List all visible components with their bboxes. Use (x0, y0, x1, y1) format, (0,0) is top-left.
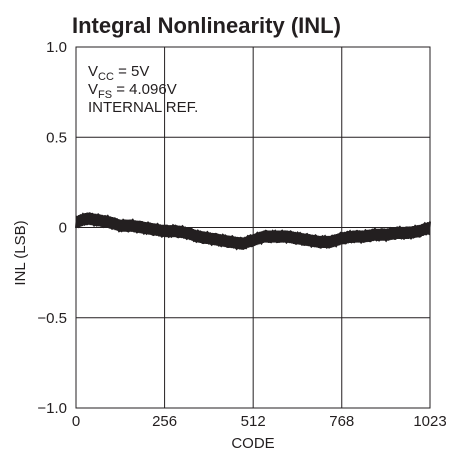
x-axis-label: CODE (231, 435, 274, 452)
x-tick-labels: 0 256 512 768 1023 (72, 413, 447, 430)
y-tick-label: −1.0 (37, 400, 67, 417)
x-tick-label: 256 (152, 413, 177, 430)
condition-annotation: VCC = 5V (88, 63, 149, 83)
x-tick-label: 512 (241, 413, 266, 430)
y-tick-label: 1.0 (46, 39, 67, 56)
data-series (75, 212, 431, 251)
chart-title: Integral Nonlinearity (INL) (72, 13, 341, 38)
x-tick-label: 1023 (413, 413, 446, 430)
y-tick-labels: 1.0 0.5 0 −0.5 −1.0 (37, 39, 67, 417)
condition-annotation: VFS = 4.096V (88, 81, 177, 101)
y-tick-label: 0.5 (46, 129, 67, 146)
y-tick-label: 0 (59, 220, 67, 237)
y-axis-label: INL (LSB) (12, 220, 29, 285)
condition-annotation: INTERNAL REF. (88, 99, 198, 116)
y-tick-label: −0.5 (37, 310, 67, 327)
x-tick-label: 768 (329, 413, 354, 430)
x-tick-label: 0 (72, 413, 80, 430)
inl-data-series (75, 212, 431, 250)
plot-frame (75, 46, 431, 409)
